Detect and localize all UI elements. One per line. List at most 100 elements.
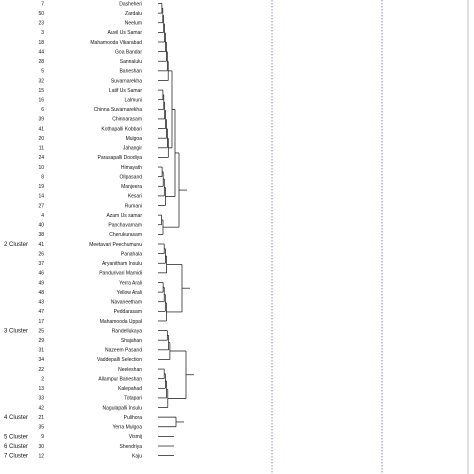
leaf-name: Lalmuni [124,98,142,104]
leaf-name: Aryanitham Insulu [102,261,142,267]
leaf-name: Panahala [121,251,142,257]
leaf-name: Mahamooda Uppal [100,319,142,325]
guide-lines [271,0,469,474]
cluster-label: 5 Cluster [4,434,28,440]
leaf-number: 15 [38,88,44,94]
leaf-number: 16 [38,98,44,104]
leaf-number: 24 [38,155,44,161]
leaf-name: Parasapalli Doodiya [98,155,143,161]
leaf-name: Azam Us samar [106,213,142,219]
leaf-name: Shajahan [121,338,142,344]
leaf-number: 48 [38,290,44,296]
leaf-name: Vismij [129,434,142,440]
leaf-name: Suvarnarekha [111,78,142,84]
leaf-number: 13 [38,386,44,392]
cluster-label: 6 Cluster [4,444,28,450]
leaf-name: Totapari [124,396,142,402]
leaf-name: Zardalu [125,11,142,17]
leaf-name: Cherukurasam [109,232,142,238]
leaf-number: 14 [38,194,44,200]
leaf-number: 31 [38,348,44,354]
cluster-label: 3 Cluster [4,329,28,335]
leaf-number: 10 [38,165,44,171]
leaf-number: 7 [41,1,44,7]
leaf-number: 30 [38,444,44,450]
leaf-name: Sannalulu [120,59,142,65]
leaf-number: 42 [38,405,44,411]
leaf-name: Goa Bandar [115,49,142,55]
leaf-name: Kothapalli Kobbari [101,126,142,132]
leaf-name: Neeleshan [118,367,142,373]
leaf-name: Nagulapalli Insulu [103,405,143,411]
cluster-label: 7 Cluster [4,454,28,460]
leaf-name: Himayath [121,165,142,171]
leaf-name: Pandurivari Mamidi [99,271,142,277]
leaf-number: 37 [38,261,44,267]
leaf-number: 41 [38,126,44,132]
leaf-name: Peddarasam [114,309,142,315]
leaf-number: 6 [41,107,44,113]
leaf-name: Vaddepalli Selection [97,357,142,363]
leaf-number: 41 [38,242,44,248]
leaf-number: 8 [41,174,44,180]
leaf-name: Yerra Arali [119,280,142,286]
leaf-number: 43 [38,300,44,306]
leaf-number: 34 [38,357,44,363]
leaf-name: Chinnarasam [112,117,142,123]
leaf-name: Chinna Suvarnarekha [94,107,143,113]
cluster-label: 2 Cluster [4,242,28,248]
leaf-number: 23 [38,21,44,27]
leaf-number: 17 [38,319,44,325]
leaf-name: Kaju [132,453,142,459]
leaf-name: Dasheheri [119,1,142,7]
leaf-number: 33 [38,396,44,402]
leaf-name: Yerra Mulgoa [112,425,142,431]
leaf-name: Randellukaya [112,328,143,334]
leaf-number: 20 [38,136,44,142]
leaf-name: Navaneetham [111,300,142,306]
leaf-number: 12 [38,453,44,459]
leaf-number: 18 [38,40,44,46]
leaf-number: 47 [38,309,44,315]
leaf-number: 2 [41,376,44,382]
leaf-number-labels: 7502331844285321516639412011241081914274… [38,1,44,459]
leaf-number: 49 [38,280,44,286]
leaf-name: Neelum [125,21,142,27]
leaf-number: 29 [38,338,44,344]
leaf-name: Rumani [125,203,142,209]
leaf-number: 3 [41,30,44,36]
leaf-name: Nazeem Pasand [105,348,142,354]
leaf-name: Latif Us Samar [109,88,142,94]
leaf-name: Kalepahad [118,386,142,392]
leaf-name: Shendriya [119,444,142,450]
leaf-number: 44 [38,49,44,55]
leaf-name: Baneshan [119,69,142,75]
leaf-number: 9 [41,434,44,440]
leaf-number: 39 [38,117,44,123]
leaf-number: 19 [38,184,44,190]
leaf-name: Panchavarnam [108,223,142,229]
leaf-name: Ollpasand [119,174,142,180]
leaf-name: Mulgoa [126,136,143,142]
leaf-name: Pulihora [124,415,143,421]
leaf-number: 32 [38,78,44,84]
leaf-name: Meetavari Peechumunu [89,242,142,248]
dendrogram-links [158,3,194,456]
leaf-number: 26 [38,251,44,257]
leaf-name: Yellow Arali [117,290,142,296]
leaf-name: Auvil Us Samar [108,30,143,36]
leaf-number: 50 [38,11,44,17]
leaf-name: Mahamooda Vikarabad [90,40,142,46]
leaf-number: 35 [38,425,44,431]
leaf-number: 22 [38,367,44,373]
leaf-number: 27 [38,203,44,209]
leaf-number: 5 [41,69,44,75]
cluster-labels: 2 Cluster 3 Cluster 4 Cluster 5 Cluster 6 Cl… [4,242,28,460]
leaf-number: 21 [38,415,44,421]
leaf-name-labels: Dasheheri Zardalu Neelum Auvil Us Samar Maha… [89,1,142,459]
leaf-number: 11 [39,146,44,152]
leaf-name: Jahangir [123,146,143,152]
leaf-number: 4 [41,213,44,219]
leaf-number: 40 [38,223,44,229]
